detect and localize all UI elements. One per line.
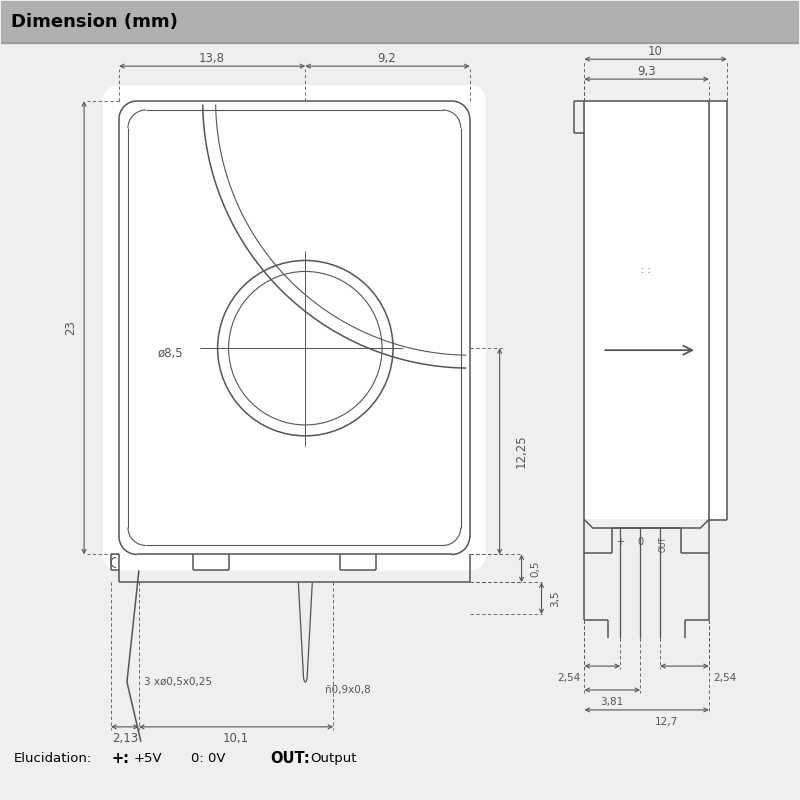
Text: ø8,5: ø8,5 xyxy=(158,346,183,360)
Text: 2,54: 2,54 xyxy=(713,673,736,683)
Text: 10,1: 10,1 xyxy=(222,732,249,746)
FancyBboxPatch shape xyxy=(103,85,486,570)
Text: 2,54: 2,54 xyxy=(557,673,580,683)
Text: 13,8: 13,8 xyxy=(198,52,225,65)
Text: 3,5: 3,5 xyxy=(550,590,561,606)
Text: 12,25: 12,25 xyxy=(515,434,528,468)
Text: +:: +: xyxy=(111,751,129,766)
Text: Dimension (mm): Dimension (mm) xyxy=(11,14,178,31)
Text: 0,5: 0,5 xyxy=(530,560,541,577)
Text: OUT: OUT xyxy=(658,535,667,551)
Text: 9,2: 9,2 xyxy=(378,52,397,65)
Text: 23: 23 xyxy=(64,320,77,334)
Text: Output: Output xyxy=(310,752,357,766)
Text: +: + xyxy=(616,537,624,546)
Bar xyxy=(710,102,726,518)
Text: 10: 10 xyxy=(648,45,662,58)
Text: : :: : : xyxy=(642,266,651,275)
Text: 12,7: 12,7 xyxy=(654,717,678,727)
Text: 0: 0V: 0: 0V xyxy=(190,752,226,766)
Text: +5V: +5V xyxy=(134,752,162,766)
Text: 2,13: 2,13 xyxy=(112,732,138,746)
Text: 9,3: 9,3 xyxy=(637,65,655,78)
Text: 0: 0 xyxy=(637,537,643,546)
Text: ñ0,9x0,8: ñ0,9x0,8 xyxy=(326,685,371,695)
Text: 3,81: 3,81 xyxy=(601,697,624,707)
Bar xyxy=(586,102,708,518)
Text: OUT:: OUT: xyxy=(270,751,310,766)
Bar xyxy=(2,2,798,43)
Text: 3 xø0,5x0,25: 3 xø0,5x0,25 xyxy=(144,677,212,687)
Text: Elucidation:: Elucidation: xyxy=(14,752,91,766)
